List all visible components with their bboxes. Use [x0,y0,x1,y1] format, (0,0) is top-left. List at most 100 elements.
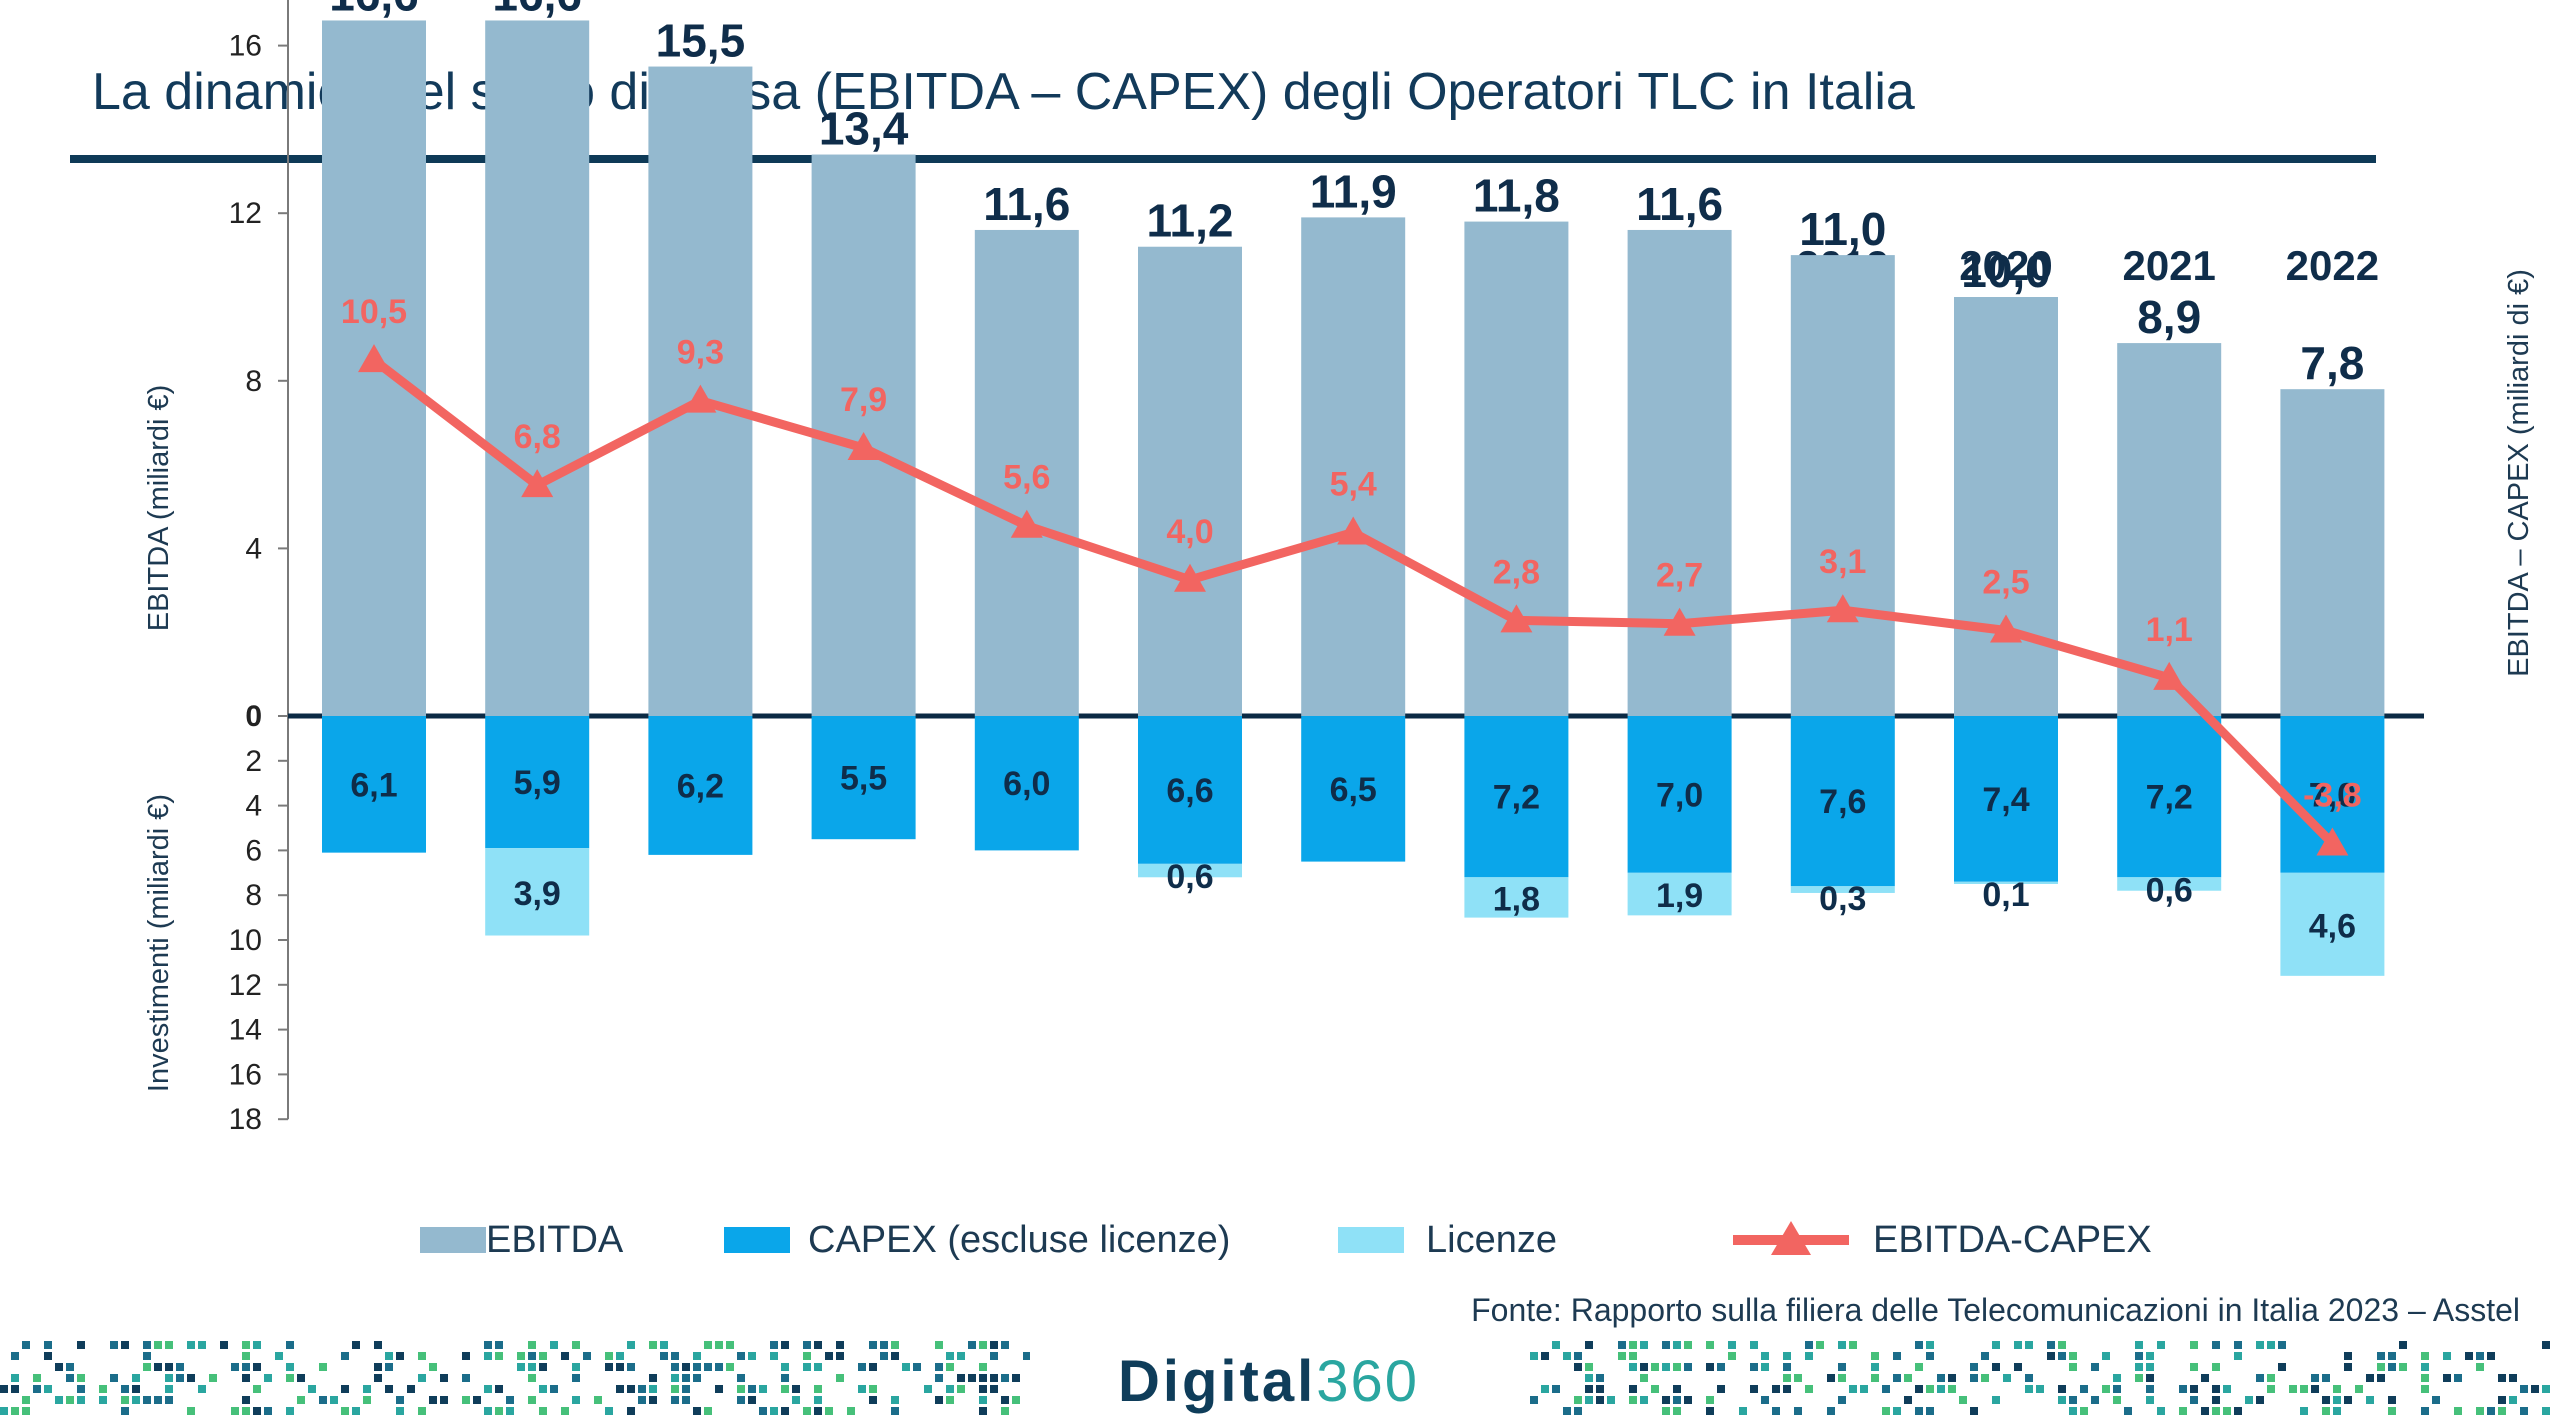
pixel-square [275,1352,283,1360]
pixel-square [2454,1407,2462,1415]
pixel-square [363,1385,371,1393]
pixel-square [2113,1385,2121,1393]
year-label: 2020 [1959,242,2052,289]
ebitda-bar [974,229,1079,716]
pixel-square [748,1352,756,1360]
pixel-square [1805,1341,1813,1349]
pixel-square [946,1385,954,1393]
y-tick-label-lower: 10 [229,924,262,957]
pixel-square [671,1352,679,1360]
pixel-square [1904,1374,1912,1382]
pixel-square [2124,1407,2132,1415]
pixel-square [1871,1352,1879,1360]
saldo-point [358,344,390,373]
pixel-square [1706,1396,1714,1404]
pixel-square [902,1363,910,1371]
ebitda-label: 11,2 [1147,195,1234,247]
pixel-square [979,1396,987,1404]
pixel-square [165,1396,173,1404]
ebitda-label: 13,4 [819,103,909,155]
pixel-square [110,1374,118,1382]
pixel-square [814,1396,822,1404]
pixel-pattern-left [0,1341,1030,1415]
pixel-square [2179,1407,2187,1415]
pixel-square [2047,1341,2055,1349]
pixel-square [858,1363,866,1371]
pixel-square [2520,1385,2528,1393]
pixel-square [1574,1352,1582,1360]
pixel-square [143,1352,151,1360]
pixel-square [242,1374,250,1382]
capex-label: 5,9 [514,764,561,802]
ebitda-bar [1138,246,1242,716]
pixel-square [979,1374,987,1382]
bars [322,20,2385,976]
pixel-square [11,1352,19,1360]
pixel-square [2542,1341,2550,1349]
pixel-square [770,1352,778,1360]
pixel-square [627,1363,635,1371]
pixel-square [2421,1363,2429,1371]
pixel-square [2509,1374,2517,1382]
pixel-square [286,1341,294,1349]
pixel-square [979,1341,987,1349]
pixel-square [836,1374,844,1382]
y-tick-label-upper: 8 [245,365,262,398]
pixel-square [1662,1363,1670,1371]
pixel-square [2047,1352,2055,1360]
pixel-square [550,1341,558,1349]
pixel-square [1948,1374,1956,1382]
pixel-square [352,1341,360,1349]
licenze-bar [1464,877,1569,918]
pixel-square [1992,1396,2000,1404]
pixel-square [792,1385,800,1393]
pixel-square [0,1385,8,1393]
pixel-square [2223,1385,2231,1393]
licenze-bar [1627,872,1732,916]
pixel-square [374,1374,382,1382]
pixel-square [407,1385,415,1393]
pixel-square [165,1374,173,1382]
pixel-square [2333,1385,2341,1393]
pixel-square [2377,1374,2385,1382]
ebitda-label: 8,9 [2137,291,2201,343]
pixel-square [693,1374,701,1382]
pixel-square [2146,1363,2154,1371]
pixel-square [2113,1396,2121,1404]
pixel-square [792,1396,800,1404]
pixel-square [77,1385,85,1393]
pixel-square [561,1352,569,1360]
pixel-square [297,1396,305,1404]
pixel-square [165,1385,173,1393]
licenze-label: 3,9 [514,875,561,913]
saldo-label: 9,3 [677,334,724,372]
pixel-square [682,1374,690,1382]
pixel-square [253,1385,261,1393]
pixel-square [1750,1341,1758,1349]
pixel-square [594,1396,602,1404]
pixel-square [2014,1341,2022,1349]
pixel-square [627,1385,635,1393]
pixel-square [737,1352,745,1360]
pixel-square [253,1341,261,1349]
pixel-square [2311,1374,2319,1382]
pixel-square [638,1396,646,1404]
pixel-square [1783,1374,1791,1382]
ebitda-label: 16,6 [329,0,419,20]
pixel-square [1728,1341,1736,1349]
y-tick-label-upper: 12 [229,197,262,230]
digital360-logo: Digital360 [1118,1348,1419,1415]
data-labels: 16,6 6,1 16,6 5,9 3,9 15,5 6,2 13,4 5,5 11,6 6,0 11… [329,0,2364,945]
pixel-square [825,1352,833,1360]
pixel-square [1849,1341,1857,1349]
pixel-square [2190,1396,2198,1404]
pixel-square [319,1363,327,1371]
pixel-square [341,1352,349,1360]
pixel-square [2333,1396,2341,1404]
pixel-square [77,1374,85,1382]
pixel-square [264,1407,272,1415]
pixel-square [539,1385,547,1393]
saldo-point [2316,827,2349,856]
pixel-square [2058,1352,2066,1360]
